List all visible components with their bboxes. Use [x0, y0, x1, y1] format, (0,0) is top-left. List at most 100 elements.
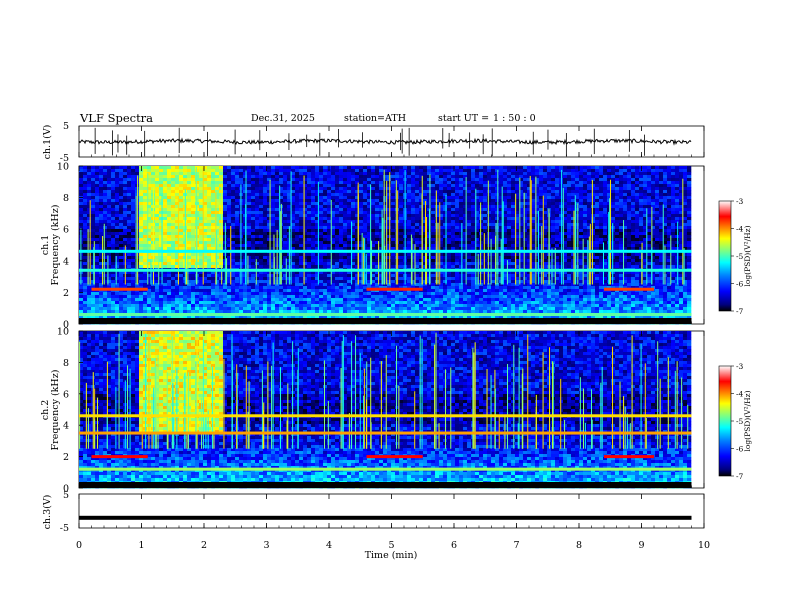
- spectrogram-cell: [407, 208, 411, 211]
- spectrogram-cell: [267, 226, 271, 229]
- spectrogram-cell: [331, 184, 335, 187]
- spectrogram-cell: [267, 256, 271, 259]
- spectrogram-cell: [343, 223, 347, 226]
- spectrogram-cell: [315, 172, 319, 175]
- spectrogram-cell: [359, 292, 363, 295]
- spectrogram-cell: [291, 283, 295, 286]
- spectrogram-cell: [327, 259, 331, 262]
- spectrogram-cell: [335, 304, 339, 307]
- spectrogram-cell: [435, 301, 439, 304]
- spectrogram-cell: [107, 181, 111, 184]
- spectrogram-cell: [99, 301, 103, 304]
- spectrogram-cell: [339, 286, 343, 289]
- spectrogram-cell: [435, 292, 439, 295]
- spectrogram-cell: [95, 175, 99, 178]
- spectrogram-cell: [311, 238, 315, 241]
- spectrogram-cell: [251, 208, 255, 211]
- spectrogram-cell: [347, 277, 351, 280]
- spectrogram-cell: [399, 232, 403, 235]
- spectrogram-cell: [187, 214, 191, 217]
- spectrogram-cell: [115, 196, 119, 199]
- spectrogram-cell: [247, 238, 251, 241]
- spectrogram-cell: [335, 235, 339, 238]
- spectrogram-cell: [423, 289, 427, 292]
- spectrogram-cell: [191, 184, 195, 187]
- spectrogram-cell: [407, 199, 411, 202]
- spectrogram-cell: [239, 169, 243, 172]
- spectrogram-cell: [219, 166, 223, 169]
- spectrogram-cell: [207, 205, 211, 208]
- spectrogram-cell: [235, 247, 239, 250]
- spectrogram-cell: [307, 280, 311, 283]
- spectrogram-cell: [451, 229, 455, 232]
- spectrogram-cell: [191, 211, 195, 214]
- spectrogram-cell: [235, 226, 239, 229]
- spectrogram-cell: [411, 304, 415, 307]
- spectrogram-cell: [147, 298, 151, 301]
- spectrogram-cell: [251, 214, 255, 217]
- spectrogram-cell: [291, 244, 295, 247]
- spectrogram-cell: [127, 295, 131, 298]
- spectrogram-cell: [415, 214, 419, 217]
- spectrogram-cell: [407, 256, 411, 259]
- spectrogram-cell: [387, 202, 391, 205]
- spectrogram-cell: [343, 232, 347, 235]
- spectrogram-cell: [163, 295, 167, 298]
- spectrogram-cell: [307, 241, 311, 244]
- spectrogram-cell: [303, 301, 307, 304]
- spectrogram-cell: [347, 310, 351, 313]
- spectrogram-cell: [391, 217, 395, 220]
- spectrogram-cell: [159, 307, 163, 310]
- spectrogram-cell: [231, 169, 235, 172]
- spectrogram-cell: [331, 286, 335, 289]
- spectrogram-cell: [451, 214, 455, 217]
- spectrogram-cell: [363, 310, 367, 313]
- spectrogram-cell: [243, 298, 247, 301]
- spectrogram-cell: [259, 181, 263, 184]
- spectrogram-cell: [251, 295, 255, 298]
- spectrogram-cell: [187, 301, 191, 304]
- spectrogram-cell: [435, 289, 439, 292]
- spectrogram-cell: [407, 211, 411, 214]
- spectrogram-cell: [211, 298, 215, 301]
- spectrogram-cell: [91, 166, 95, 169]
- spectrogram-cell: [267, 187, 271, 190]
- spectrogram-cell: [451, 253, 455, 256]
- spectrogram-cell: [275, 178, 279, 181]
- spectrogram-cell: [335, 226, 339, 229]
- spectrogram-cell: [387, 274, 391, 277]
- spectrogram-cell: [179, 256, 183, 259]
- spectrogram-cell: [323, 289, 327, 292]
- spectrogram-cell: [103, 304, 107, 307]
- spectrogram-cell: [295, 181, 299, 184]
- spectrogram-cell: [243, 199, 247, 202]
- spectrogram-cell: [95, 277, 99, 280]
- spectrogram-cell: [195, 190, 199, 193]
- spectrogram-cell: [451, 226, 455, 229]
- spectrogram-cell: [147, 304, 151, 307]
- spectrogram-cell: [171, 253, 175, 256]
- spectrogram-cell: [359, 274, 363, 277]
- spectrogram-cell: [375, 166, 379, 169]
- spectrogram-cell: [135, 298, 139, 301]
- spectrogram-cell: [283, 232, 287, 235]
- spectrogram-cell: [187, 199, 191, 202]
- spectrogram-cell: [387, 184, 391, 187]
- spectrogram-cell: [407, 241, 411, 244]
- spectrogram-cell: [179, 280, 183, 283]
- spectrogram-cell: [255, 295, 259, 298]
- spectrogram-cell: [227, 196, 231, 199]
- spectrogram-cell: [215, 187, 219, 190]
- spectrogram-cell: [167, 259, 171, 262]
- spectrogram-cell: [383, 292, 387, 295]
- spectrogram-cell: [351, 184, 355, 187]
- spectrogram-cell: [179, 238, 183, 241]
- spectrogram-cell: [179, 208, 183, 211]
- spectrogram-cell: [263, 196, 267, 199]
- spectrogram-cell: [263, 283, 267, 286]
- spectrogram-cell: [143, 196, 147, 199]
- spectrogram-cell: [259, 256, 263, 259]
- spectrogram-cell: [131, 175, 135, 178]
- spectrogram-cell: [207, 196, 211, 199]
- spectrogram-cell: [411, 220, 415, 223]
